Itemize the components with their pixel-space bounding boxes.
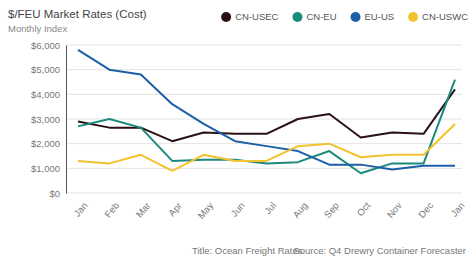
y-tick-label: $5,000 bbox=[31, 64, 60, 75]
grid-line bbox=[66, 69, 462, 70]
annotation: Title: Ocean Freight Rates bbox=[192, 245, 303, 256]
x-tick: Feb bbox=[102, 193, 121, 220]
x-tick-label: Jul bbox=[262, 200, 278, 216]
legend: CN-USEC CN-EU EU-US CN-USWC bbox=[221, 11, 468, 22]
grid-line bbox=[66, 193, 462, 194]
y-tick: $2,000 bbox=[31, 138, 66, 149]
grid-line bbox=[66, 94, 462, 95]
annotation: Source: Q4 Drewry Container Forecaster bbox=[293, 245, 466, 256]
y-tick-label: $1,000 bbox=[31, 163, 60, 174]
x-tick: Aug bbox=[290, 193, 309, 220]
x-tick: Jun bbox=[228, 193, 246, 219]
y-tick-label: $0 bbox=[49, 188, 60, 199]
x-tick-label: Jun bbox=[228, 200, 246, 219]
legend-swatch bbox=[351, 12, 361, 22]
y-tick-label: $3,000 bbox=[31, 114, 60, 125]
x-tick: Dec bbox=[416, 193, 435, 220]
x-tick-label: Sep bbox=[322, 200, 341, 220]
legend-label: CN-USWC bbox=[422, 11, 468, 22]
series-line bbox=[78, 124, 455, 171]
x-tick-label: Apr bbox=[166, 200, 184, 218]
grid bbox=[66, 45, 462, 193]
legend-item: CN-EU bbox=[292, 11, 336, 22]
y-tick: $4,000 bbox=[31, 89, 66, 100]
y-tick-label: $2,000 bbox=[31, 138, 60, 149]
x-tick-label: Jan bbox=[448, 200, 466, 219]
y-axis: $0 $1,000 $2,000 $3,000 $4,000 $5,000 $6,000 bbox=[31, 40, 67, 199]
y-tick: $6,000 bbox=[31, 40, 66, 51]
legend-swatch bbox=[221, 12, 231, 22]
series-line bbox=[78, 89, 455, 141]
grid-line bbox=[66, 119, 462, 120]
y-tick: $3,000 bbox=[31, 114, 66, 125]
x-tick: Jul bbox=[262, 193, 278, 216]
lines bbox=[78, 50, 455, 173]
x-tick-label: Dec bbox=[416, 200, 435, 220]
x-tick-label: Oct bbox=[354, 200, 372, 219]
title: $/FEU Market Rates (Cost) bbox=[8, 8, 147, 20]
x-tick-label: May bbox=[195, 200, 215, 221]
series-line bbox=[78, 50, 455, 170]
legend-label: CN-USEC bbox=[235, 11, 278, 22]
y-tick-label: $6,000 bbox=[31, 40, 60, 51]
legend-label: EU-US bbox=[365, 11, 395, 22]
x-tick: Apr bbox=[166, 193, 184, 218]
legend-swatch bbox=[408, 12, 418, 22]
grid-line bbox=[66, 143, 462, 144]
x-tick: May bbox=[195, 193, 215, 221]
x-tick-label: Feb bbox=[102, 200, 121, 220]
legend-item: CN-USEC bbox=[221, 11, 278, 22]
x-tick-label: Aug bbox=[290, 200, 309, 220]
legend-item: EU-US bbox=[351, 11, 395, 22]
chart: $/FEU Market Rates (Cost) Monthly Index $0… bbox=[0, 0, 474, 266]
y-tick: $5,000 bbox=[31, 64, 66, 75]
y-axis-line bbox=[66, 46, 67, 194]
legend-label: CN-EU bbox=[306, 11, 336, 22]
series-line bbox=[78, 80, 455, 174]
x-tick: Jan bbox=[448, 193, 466, 219]
x-tick-label: Mar bbox=[134, 200, 153, 220]
x-tick-label: Jan bbox=[71, 200, 89, 219]
y-tick: $0 bbox=[49, 188, 66, 199]
x-tick: Oct bbox=[354, 193, 372, 218]
y-tick: $1,000 bbox=[31, 163, 66, 174]
subtitle: Monthly Index bbox=[8, 23, 67, 34]
legend-item: CN-USWC bbox=[408, 11, 468, 22]
x-axis: Jan Feb Mar Apr May Jun Jul Aug Sep Oct Nov Dec Jan bbox=[71, 193, 466, 221]
x-tick-label: Nov bbox=[385, 200, 404, 220]
x-tick: Nov bbox=[385, 193, 404, 220]
x-tick: Sep bbox=[322, 193, 341, 220]
x-tick: Mar bbox=[134, 193, 153, 220]
x-tick: Jan bbox=[71, 193, 89, 219]
y-tick-label: $4,000 bbox=[31, 89, 60, 100]
x-axis-line bbox=[79, 193, 456, 194]
legend-swatch bbox=[292, 12, 302, 22]
grid-line bbox=[66, 45, 462, 46]
